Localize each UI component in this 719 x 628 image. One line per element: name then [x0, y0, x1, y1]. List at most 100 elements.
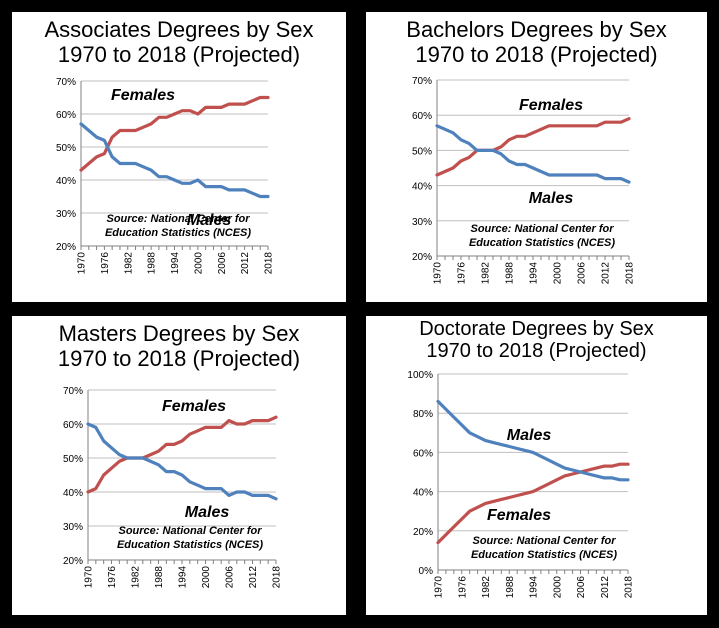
x-tick-label: 1970 [84, 566, 95, 589]
panel-doctorate: Doctorate Degrees by Sex 1970 to 2018 (P… [366, 316, 707, 615]
panel-associates: Associates Degrees by Sex 1970 to 2018 (… [12, 12, 346, 302]
series-line-females [436, 462, 630, 545]
chart-title: Doctorate Degrees by Sex 1970 to 2018 (P… [366, 318, 707, 363]
x-tick-label: 1976 [457, 262, 468, 285]
x-tick-label: 1982 [481, 262, 492, 285]
x-tick-label: 1994 [529, 576, 540, 599]
y-tick-label: 80% [413, 409, 433, 420]
x-tick-label: 1982 [131, 566, 142, 589]
y-tick-label: 100% [407, 370, 433, 381]
source-note: Education Statistics (NCES) [469, 237, 615, 249]
series-line-males [79, 122, 270, 199]
y-tick-label: 40% [56, 176, 76, 187]
x-tick-label: 2006 [225, 566, 236, 589]
source-note: Education Statistics (NCES) [117, 539, 263, 551]
chart-title-line2: 1970 to 2018 (Projected) [57, 41, 301, 67]
chart-masters: 20% 30% 40% 50% 60% 70% 1970 1976 1982 1988 1994 20… [63, 386, 283, 589]
x-tick-label: 2018 [624, 576, 635, 599]
x-tick-label: 2012 [600, 576, 611, 599]
x-tick-label: 2018 [272, 566, 283, 589]
panel-masters: Masters Degrees by Sex 1970 to 2018 (Pro… [12, 316, 346, 615]
x-tick-label: 2000 [193, 252, 204, 275]
series-line-females [86, 415, 278, 494]
x-tick-label: 1988 [505, 576, 516, 599]
series-label-males: Males [185, 504, 230, 521]
x-tick-label: 2006 [576, 576, 587, 599]
x-tick-label: 1988 [505, 262, 516, 285]
x-tick-label: 1982 [123, 252, 134, 275]
x-tick-label: 1982 [481, 576, 492, 599]
chart-title-line1: Masters Degrees by Sex [58, 321, 300, 346]
x-tick-label: 1994 [170, 252, 181, 275]
panel-bachelors: Bachelors Degrees by Sex 1970 to 2018 (P… [366, 12, 707, 302]
chart-title: Bachelors Degrees by Sex 1970 to 2018 (P… [366, 17, 707, 67]
x-tick-label: 2000 [552, 576, 563, 599]
chart-title-line1: Associates Degrees by Sex [44, 17, 314, 42]
x-tick-label: 2012 [601, 262, 612, 285]
y-tick-label: 40% [413, 488, 433, 499]
series-label-males: Males [529, 190, 574, 207]
x-tick-label: 1976 [100, 252, 111, 275]
y-tick-label: 60% [413, 448, 433, 459]
x-tick-label: 2006 [577, 262, 588, 285]
chart-title-line1: Bachelors Degrees by Sex [406, 17, 667, 42]
series-label-males: Males [507, 427, 552, 444]
x-tick-label: 1970 [433, 262, 444, 285]
source-note: Source: National Center for [118, 525, 262, 537]
series-line-females [435, 117, 631, 177]
x-tick-label: 2000 [553, 262, 564, 285]
source-note: Source: National Center for [470, 223, 614, 235]
source-note: Source: National Center for [472, 535, 616, 547]
series-line-males [436, 399, 630, 482]
y-tick-label: 0% [419, 566, 434, 577]
series-line-males [435, 124, 631, 184]
chart-doctorate: 0% 20% 40% 60% 80% 100% 1970 1976 1982 1988 1994 20… [407, 370, 635, 599]
chart-title-line2: 1970 to 2018 (Projected) [57, 345, 301, 371]
x-tick-label: 2000 [201, 566, 212, 589]
y-tick-label: 20% [56, 242, 76, 253]
y-tick-label: 30% [412, 217, 432, 228]
y-tick-label: 40% [412, 182, 432, 193]
chart-title-line1: Doctorate Degrees by Sex [419, 318, 654, 340]
series-line-females [79, 95, 270, 172]
x-tick-label: 1988 [147, 252, 158, 275]
x-tick-label: 2006 [217, 252, 228, 275]
source-note: Source: National Center for [106, 213, 250, 225]
y-tick-label: 20% [412, 252, 432, 263]
x-tick-label: 1970 [77, 252, 88, 275]
y-tick-label: 30% [63, 522, 83, 533]
x-tick-label: 2018 [264, 252, 275, 275]
source-note: Education Statistics (NCES) [105, 227, 251, 239]
x-tick-label: 1994 [178, 566, 189, 589]
x-tick-label: 1976 [457, 576, 468, 599]
x-tick-label: 1970 [434, 576, 445, 599]
y-tick-label: 40% [63, 488, 83, 499]
series-label-females: Females [111, 87, 175, 104]
y-tick-label: 60% [63, 420, 83, 431]
y-tick-label: 20% [63, 556, 83, 567]
chart-title-line2: 1970 to 2018 (Projected) [426, 340, 647, 363]
x-tick-label: 2012 [248, 566, 259, 589]
y-tick-label: 70% [63, 386, 83, 397]
chart-bachelors: 20% 30% 40% 50% 60% 70% 1970 1976 1982 1988 1994 20… [412, 76, 636, 285]
series-line-males [86, 422, 278, 501]
y-tick-label: 50% [63, 454, 83, 465]
x-tick-label: 2012 [240, 252, 251, 275]
chart-associates: 20% 30% 40% 50% 60% 70% 1970 1976 1982 1988 1994 20… [56, 77, 275, 275]
y-tick-label: 20% [413, 527, 433, 538]
y-tick-label: 70% [412, 76, 432, 87]
chart-title: Masters Degrees by Sex 1970 to 2018 (Pro… [12, 321, 346, 371]
x-tick-label: 1994 [529, 262, 540, 285]
series-label-males: Males [187, 212, 232, 229]
chart-title: Associates Degrees by Sex 1970 to 2018 (… [12, 17, 346, 67]
y-tick-label: 60% [56, 110, 76, 121]
x-tick-label: 2018 [625, 262, 636, 285]
y-tick-label: 50% [56, 143, 76, 154]
source-note: Education Statistics (NCES) [471, 549, 617, 561]
y-tick-label: 70% [56, 77, 76, 88]
y-tick-label: 50% [412, 146, 432, 157]
chart-title-line2: 1970 to 2018 (Projected) [415, 41, 658, 67]
y-tick-label: 30% [56, 209, 76, 220]
x-tick-label: 1976 [107, 566, 118, 589]
y-tick-label: 60% [412, 111, 432, 122]
